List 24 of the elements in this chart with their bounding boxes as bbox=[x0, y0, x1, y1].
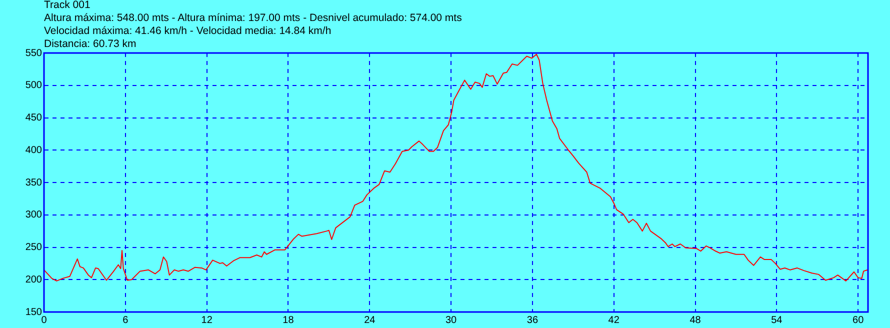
x-tick-label: 0 bbox=[41, 314, 48, 326]
x-tick-label: 6 bbox=[122, 314, 129, 326]
y-tick-label: 500 bbox=[25, 80, 42, 92]
x-tick-label: 12 bbox=[201, 314, 213, 326]
text: Distancia: 60.73 km bbox=[44, 38, 138, 51]
x-tick-label: 30 bbox=[445, 314, 458, 326]
x-tick-label: 42 bbox=[608, 314, 620, 326]
y-tick-label: 450 bbox=[25, 112, 42, 124]
y-tick-label: 200 bbox=[25, 274, 42, 286]
y-tick-label: 550 bbox=[25, 48, 42, 59]
x-tick-label: 54 bbox=[771, 314, 783, 326]
text: Velocidad máxima: 41.46 km/h - Velocidad media: 14.84 km/h bbox=[44, 25, 332, 38]
chart-subtitle: Altura máxima: 548.00 mts - Altura mínima: 197.00 mts - Desnivel acumulado: 574.00 mts bbox=[44, 12, 462, 25]
y-tick-label: 350 bbox=[25, 177, 42, 188]
chart-title: Track 001 bbox=[44, 0, 92, 12]
x-tick-label: 48 bbox=[690, 314, 702, 326]
y-tick-label: 150 bbox=[25, 306, 42, 318]
y-tick-label: 400 bbox=[25, 144, 42, 156]
y-tick-label: 250 bbox=[25, 242, 42, 253]
x-tick-label: 18 bbox=[282, 314, 294, 326]
x-tick-label: 24 bbox=[364, 314, 376, 326]
x-tick-label: 60 bbox=[852, 314, 864, 326]
x-tick-label: 36 bbox=[526, 314, 538, 326]
y-tick-label: 300 bbox=[25, 210, 42, 221]
